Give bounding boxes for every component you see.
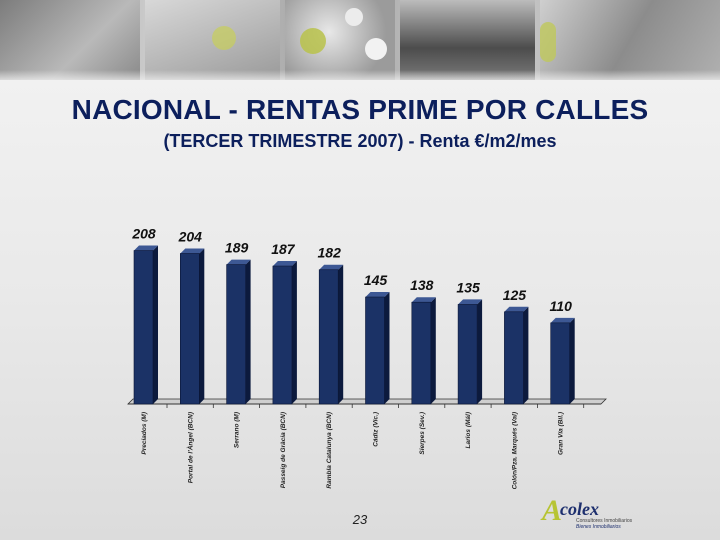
category-label: Passeig de Gràcia (BCN) bbox=[280, 412, 287, 488]
category-label: Colón/Pza. Marqués (Val) bbox=[511, 412, 518, 489]
data-label: 204 bbox=[178, 229, 203, 245]
bar bbox=[180, 253, 200, 405]
bar-top bbox=[365, 292, 390, 298]
data-label: 138 bbox=[410, 277, 434, 293]
data-label: 187 bbox=[271, 241, 296, 257]
category-label: Rambla Catalunya (BCN) bbox=[326, 412, 333, 489]
bar bbox=[226, 264, 246, 405]
bar-top bbox=[550, 317, 575, 323]
header-photo-banner bbox=[0, 0, 720, 80]
category-label: Serrano (M) bbox=[234, 412, 241, 448]
category-label: Preciados (M) bbox=[141, 412, 148, 455]
bar bbox=[504, 311, 524, 405]
bar-top bbox=[411, 297, 436, 303]
data-label: 189 bbox=[225, 240, 249, 256]
banner-fade bbox=[0, 70, 720, 80]
banner-photo-store-interior bbox=[0, 0, 140, 80]
bar bbox=[411, 301, 432, 405]
category-label: Gran Vía (Bil.) bbox=[558, 412, 565, 455]
banner-decor-shape bbox=[212, 26, 236, 50]
category-label: Sierpes (Sev.) bbox=[419, 412, 426, 455]
banner-decor-shape bbox=[540, 22, 556, 62]
data-label: 182 bbox=[318, 245, 342, 261]
bar bbox=[550, 322, 571, 405]
bar-side bbox=[199, 248, 205, 404]
bar-top bbox=[180, 248, 205, 254]
data-label: 125 bbox=[503, 287, 527, 303]
bar-side bbox=[384, 292, 390, 404]
bar-top bbox=[226, 259, 251, 265]
data-label: 135 bbox=[456, 279, 480, 295]
logo-tagline: Consultores Inmobiliarios bbox=[576, 518, 633, 524]
slide-title: NACIONAL - RENTAS PRIME POR CALLES bbox=[71, 94, 649, 125]
bar bbox=[133, 250, 154, 405]
slide-subtitle: (TERCER TRIMESTRE 2007) - Renta €/m2/mes bbox=[163, 131, 557, 151]
logo-name: colex bbox=[560, 499, 599, 519]
data-label: 110 bbox=[550, 298, 573, 314]
bar-side bbox=[245, 259, 251, 404]
bar-side bbox=[430, 297, 436, 404]
bar-top bbox=[134, 245, 158, 251]
bar bbox=[272, 265, 293, 405]
bar-top bbox=[504, 306, 529, 312]
bar bbox=[318, 269, 339, 405]
bar-top bbox=[272, 261, 297, 267]
banner-decor-shape bbox=[345, 8, 363, 26]
data-label: 208 bbox=[131, 226, 156, 242]
logo-tagline-secondary: Bienes Inmobiliarios bbox=[576, 524, 621, 530]
bar-top bbox=[319, 264, 344, 270]
bar-side bbox=[291, 261, 297, 404]
banner-photo-garment bbox=[400, 0, 535, 80]
bar-side bbox=[569, 317, 575, 404]
category-label: Cádiz (Vic.) bbox=[373, 412, 380, 447]
bar bbox=[365, 296, 385, 405]
bar bbox=[457, 304, 478, 405]
bar-side bbox=[523, 306, 529, 404]
banner-photo-mannequins bbox=[540, 0, 720, 80]
logo-mark: A bbox=[542, 494, 563, 527]
page-number: 23 bbox=[352, 512, 368, 527]
bar-side bbox=[477, 299, 483, 404]
data-label: 145 bbox=[364, 272, 388, 288]
category-label: Larios (Mál) bbox=[465, 412, 472, 448]
banner-decor-shape bbox=[300, 28, 326, 54]
bar-side bbox=[338, 264, 344, 404]
bar-top bbox=[458, 299, 483, 305]
company-logo: A colex Consultores Inmobiliarios Bienes… bbox=[542, 496, 642, 532]
banner-decor-shape bbox=[365, 38, 387, 60]
category-label: Portal de l'Àngel (BCN) bbox=[185, 412, 194, 483]
bar-side bbox=[153, 245, 158, 404]
